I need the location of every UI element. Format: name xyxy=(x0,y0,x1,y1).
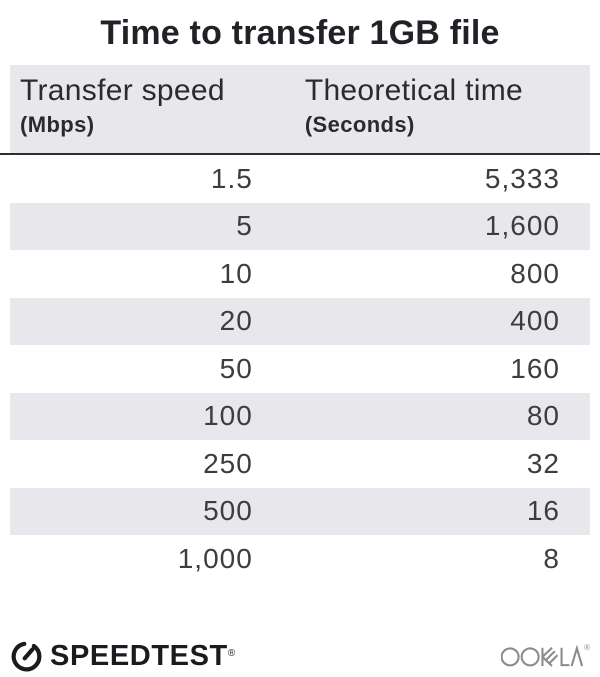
speed-cell: 20 xyxy=(219,305,253,337)
table-body: 1.5 5,333 5 1,600 10 800 20 xyxy=(10,155,590,583)
registered-trademark-icon: ® xyxy=(584,642,590,652)
column-header-time: Theoretical time (Seconds) xyxy=(287,65,590,153)
time-cell: 32 xyxy=(526,447,560,479)
time-cell: 1,600 xyxy=(484,210,560,242)
speedtest-label: SPEEDTEST xyxy=(50,639,228,672)
time-cell: 80 xyxy=(526,400,560,432)
speed-cell: 5 xyxy=(236,210,253,242)
table-row: 500 16 xyxy=(10,487,590,535)
ookla-logo: ® xyxy=(501,642,590,668)
time-cell: 5,333 xyxy=(484,162,560,194)
speed-cell: 50 xyxy=(219,352,253,384)
time-cell: 160 xyxy=(510,352,560,384)
header-row: Transfer speed (Mbps) Theoretical time (… xyxy=(10,65,590,153)
column-label: Transfer speed xyxy=(20,74,225,107)
ookla-wordmark-icon xyxy=(501,644,584,667)
table-row: 1.5 5,333 xyxy=(10,155,590,203)
speed-cell: 1,000 xyxy=(177,542,253,574)
speedtest-logo: SPEEDTEST® xyxy=(10,639,236,673)
time-cell: 16 xyxy=(526,495,560,527)
speed-cell: 10 xyxy=(219,257,253,289)
table-body-wrap: 1.5 5,333 5 1,600 10 800 20 xyxy=(10,155,590,583)
table-row: 1,000 8 xyxy=(10,535,590,583)
header-divider xyxy=(0,153,600,155)
table-row: 100 80 xyxy=(10,392,590,440)
speedometer-gauge-icon xyxy=(11,641,42,671)
speed-cell: 100 xyxy=(203,400,253,432)
time-cell: 400 xyxy=(510,305,560,337)
column-unit: (Seconds) xyxy=(304,112,415,137)
time-cell: 800 xyxy=(510,257,560,289)
table-header: Transfer speed (Mbps) Theoretical time (… xyxy=(10,65,590,153)
page-title: Time to transfer 1GB file xyxy=(100,14,500,52)
registered-trademark-icon: ® xyxy=(227,647,236,659)
table-row: 250 32 xyxy=(10,440,590,488)
footer: SPEEDTEST® ® xyxy=(10,639,590,673)
speedtest-wordmark: SPEEDTEST® xyxy=(50,639,236,673)
table-row: 5 1,600 xyxy=(10,202,590,250)
column-header-speed: Transfer speed (Mbps) xyxy=(10,65,288,153)
column-label: Theoretical time xyxy=(304,74,524,107)
time-cell: 8 xyxy=(543,542,560,574)
column-unit: (Mbps) xyxy=(20,112,95,137)
table-row: 50 160 xyxy=(10,345,590,393)
table-row: 20 400 xyxy=(10,297,590,345)
speed-cell: 250 xyxy=(203,447,253,479)
speed-cell: 1.5 xyxy=(210,162,253,194)
speed-cell: 500 xyxy=(203,495,253,527)
table-row: 10 800 xyxy=(10,250,590,298)
